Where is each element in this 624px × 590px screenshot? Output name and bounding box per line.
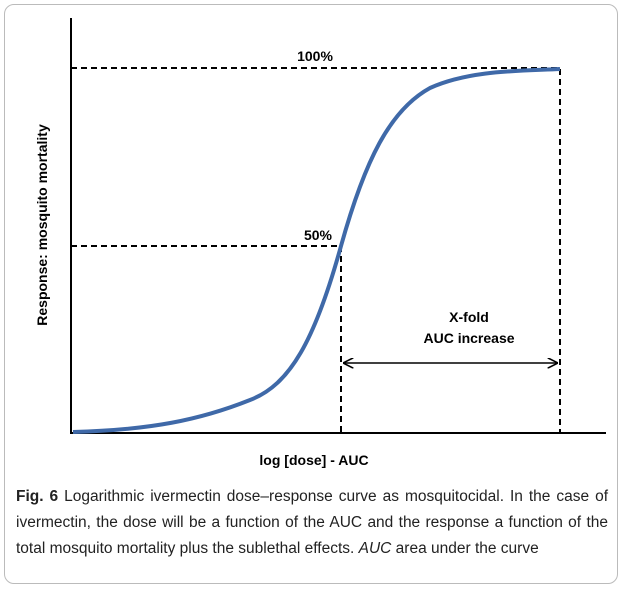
- arrow-label: AUC increase: [423, 330, 514, 346]
- dose-response-curve: [72, 67, 561, 434]
- label-100: 100%: [297, 48, 333, 64]
- label-50: 50%: [304, 227, 333, 243]
- dashed-guide-100: [71, 67, 561, 433]
- caption-label: Fig. 6: [16, 488, 59, 505]
- figure-frame: [4, 4, 618, 584]
- caption: Fig. 6 Logarithmic ivermectin dose–respon…: [16, 484, 608, 562]
- diagram: 100% 50% X-fold AUC increase log [dose] …: [34, 18, 606, 468]
- arrow-label: X-fold: [449, 309, 489, 325]
- caption-abbrev: AUC: [358, 540, 392, 557]
- caption-text: Logarithmic ivermectin dose–response cur…: [16, 488, 608, 557]
- x-axis-label: log [dose] - AUC: [259, 452, 368, 468]
- dashed-guide-50: [71, 245, 342, 433]
- caption-abbrev-def: area under the curve: [395, 540, 539, 557]
- y-axis-label: Response: mosquito mortality: [34, 124, 50, 326]
